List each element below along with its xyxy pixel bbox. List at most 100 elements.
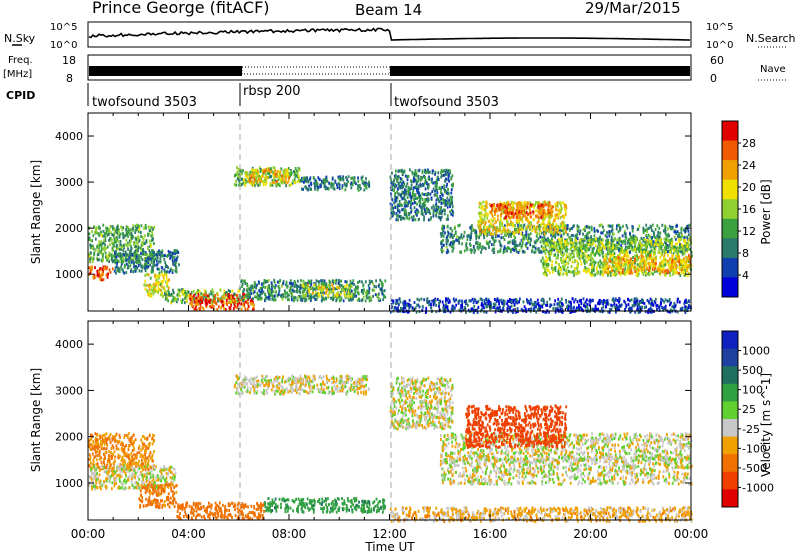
data-cell bbox=[303, 180, 305, 184]
data-cell bbox=[424, 203, 427, 207]
data-cell bbox=[525, 242, 528, 246]
data-cell bbox=[157, 290, 160, 294]
data-cell bbox=[294, 175, 297, 178]
data-cell bbox=[450, 241, 452, 245]
data-cell bbox=[337, 293, 339, 297]
data-cell bbox=[441, 228, 444, 231]
data-cell bbox=[166, 284, 169, 288]
data-cell bbox=[537, 227, 540, 231]
data-cell bbox=[159, 293, 162, 297]
data-cell bbox=[417, 185, 420, 189]
data-cell bbox=[533, 240, 536, 244]
data-cell bbox=[134, 228, 137, 232]
data-cell bbox=[396, 177, 399, 181]
freq-label: Freq. bbox=[8, 55, 33, 66]
data-cell bbox=[238, 289, 241, 293]
data-cell bbox=[564, 223, 566, 227]
data-cell bbox=[478, 212, 480, 215]
data-cell bbox=[109, 237, 112, 241]
data-cell bbox=[515, 230, 518, 234]
data-cell bbox=[159, 257, 162, 261]
data-cell bbox=[281, 297, 284, 301]
data-cell bbox=[427, 199, 429, 203]
data-cell bbox=[438, 200, 440, 204]
data-cell bbox=[213, 297, 215, 301]
data-cell bbox=[344, 288, 347, 291]
data-cell bbox=[274, 298, 277, 302]
data-cell bbox=[608, 230, 611, 233]
data-cell bbox=[451, 198, 453, 202]
data-cell bbox=[384, 295, 387, 299]
data-cell bbox=[301, 284, 304, 288]
data-cell bbox=[395, 184, 398, 188]
data-cell bbox=[314, 293, 317, 297]
data-cell bbox=[321, 181, 324, 185]
data-cell bbox=[237, 289, 240, 293]
data-cell bbox=[629, 236, 632, 240]
data-cell bbox=[415, 185, 418, 188]
data-cell bbox=[590, 225, 593, 229]
data-cell bbox=[651, 223, 654, 227]
data-cell bbox=[278, 174, 280, 178]
data-cell bbox=[141, 243, 144, 247]
data-cell bbox=[252, 291, 255, 295]
data-cell bbox=[445, 217, 448, 221]
data-cell bbox=[439, 216, 442, 220]
data-cell bbox=[571, 233, 574, 237]
data-cell bbox=[561, 239, 564, 243]
data-cell bbox=[471, 248, 473, 252]
data-cell bbox=[350, 298, 353, 302]
data-cell bbox=[291, 298, 293, 302]
data-cell bbox=[296, 287, 298, 291]
data-cell bbox=[395, 195, 398, 199]
data-cell bbox=[198, 299, 200, 303]
data-cell bbox=[675, 237, 677, 241]
data-cell bbox=[601, 252, 604, 256]
data-cell bbox=[651, 228, 653, 232]
data-cell bbox=[528, 226, 531, 230]
data-cell bbox=[254, 295, 256, 299]
data-cell bbox=[236, 166, 238, 169]
data-cell bbox=[435, 202, 438, 206]
data-cell bbox=[438, 212, 441, 216]
data-cell bbox=[100, 249, 103, 253]
data-cell bbox=[181, 301, 183, 305]
data-cell bbox=[513, 201, 515, 205]
data-cell bbox=[547, 224, 550, 228]
data-cell bbox=[144, 266, 146, 270]
data-cell bbox=[528, 234, 530, 238]
data-cell bbox=[519, 206, 522, 210]
data-cell bbox=[434, 181, 437, 184]
data-cell bbox=[478, 205, 481, 209]
data-cell bbox=[247, 294, 250, 298]
data-cell bbox=[502, 236, 505, 239]
data-cell bbox=[618, 242, 620, 246]
data-cell bbox=[320, 299, 323, 303]
data-cell bbox=[280, 178, 282, 182]
data-cell bbox=[599, 249, 602, 253]
data-cell bbox=[432, 212, 435, 216]
data-cell bbox=[262, 183, 265, 187]
data-cell bbox=[400, 215, 402, 218]
data-cell bbox=[237, 297, 240, 301]
data-cell bbox=[416, 202, 418, 206]
data-cell bbox=[504, 205, 506, 209]
data-cell bbox=[506, 220, 509, 224]
data-cell bbox=[645, 247, 648, 251]
data-cell bbox=[421, 204, 424, 208]
data-cell bbox=[427, 197, 429, 201]
data-cell bbox=[162, 294, 164, 298]
data-cell bbox=[262, 181, 265, 185]
data-cell bbox=[519, 224, 521, 228]
data-cell bbox=[407, 174, 410, 178]
data-cell bbox=[483, 234, 485, 238]
data-cell bbox=[283, 289, 286, 293]
data-cell bbox=[638, 224, 641, 228]
data-cell bbox=[277, 293, 280, 296]
data-cell bbox=[258, 297, 260, 301]
data-cell bbox=[499, 214, 502, 218]
data-cell bbox=[356, 287, 359, 291]
data-cell bbox=[142, 237, 145, 241]
data-cell bbox=[649, 235, 651, 239]
data-cell bbox=[267, 175, 270, 179]
